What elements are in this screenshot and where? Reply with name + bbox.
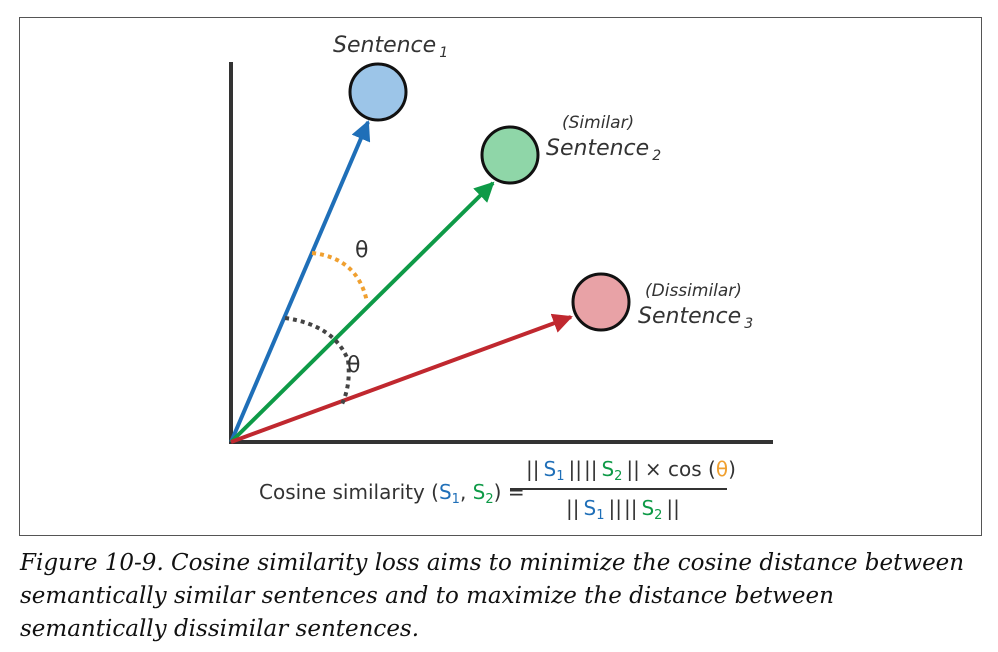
vector-sentence-1 xyxy=(229,120,371,443)
sentence-2-label: Sentence 2 xyxy=(546,136,661,164)
sentence-1-label: Sentence 1 xyxy=(333,33,448,61)
sentence-2-tag: (Similar) xyxy=(562,113,634,133)
figure-frame xyxy=(19,17,982,536)
sentence-3-tag: (Dissimilar) xyxy=(645,281,742,301)
theta-dissimilar: θ xyxy=(347,353,360,378)
vector-sentence-3 xyxy=(230,313,573,444)
theta-similar: θ xyxy=(355,238,368,263)
formula-denominator: || S1 || || S2 || xyxy=(566,496,680,523)
cosine-similarity-diagram: θ θ Sentence 1 (Similar) Sentence 2 (Dissi… xyxy=(229,33,773,523)
sentence-3-label: Sentence 3 xyxy=(638,304,753,332)
angle-arc-dissimilar xyxy=(284,316,351,405)
vector-sentence-2 xyxy=(229,181,495,444)
angle-arc-similar xyxy=(311,251,369,303)
formula-numerator: || S1 || || S2 || × cos (θ) xyxy=(526,457,736,484)
sentence-3-circle xyxy=(571,272,631,332)
sentence-2-circle xyxy=(480,125,540,185)
formula-lhs: Cosine similarity (S1, S2) = xyxy=(259,480,525,507)
sentence-1-circle xyxy=(348,62,408,122)
figure-caption: Figure 10-9. Cosine similarity loss aims… xyxy=(20,550,965,642)
